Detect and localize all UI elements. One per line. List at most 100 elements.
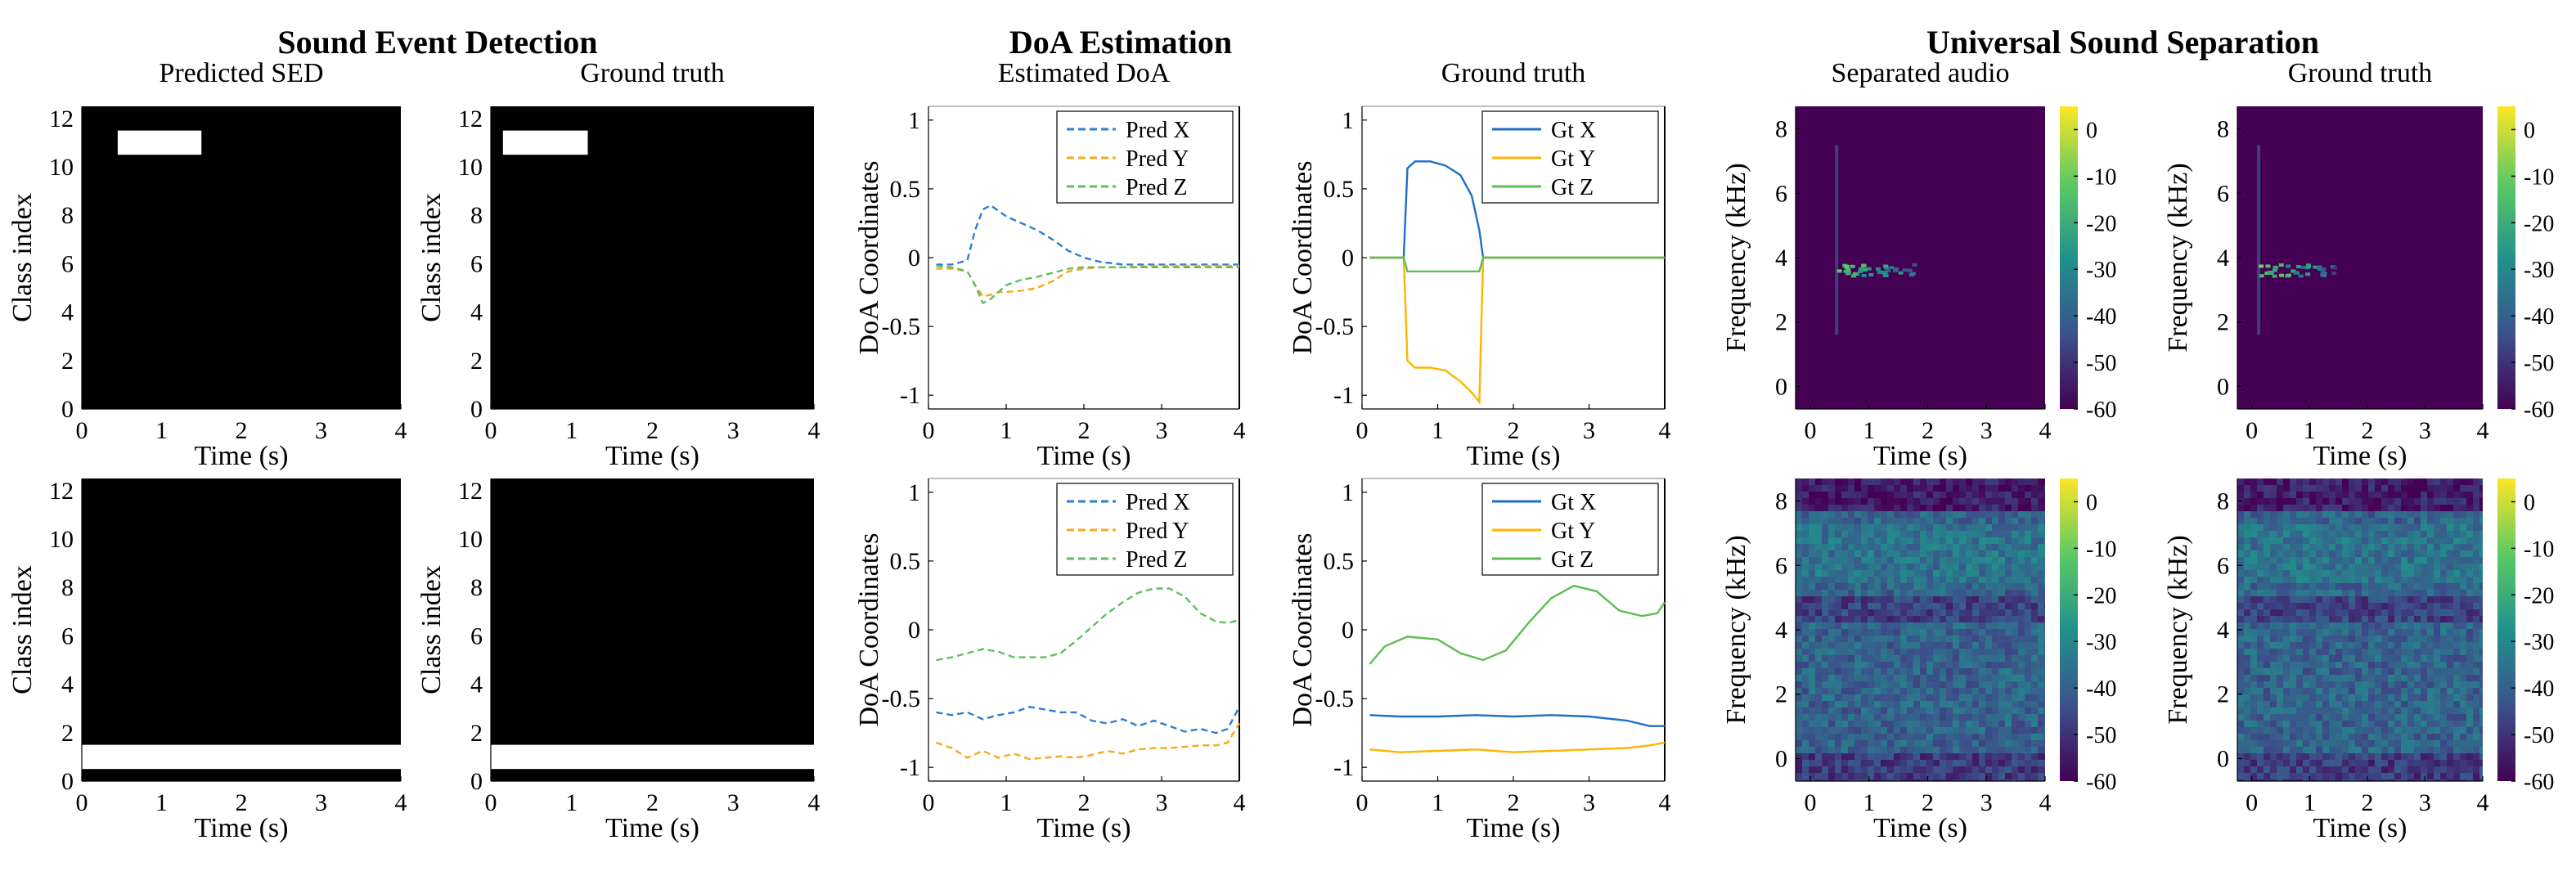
spectrogram-cell bbox=[1920, 564, 1927, 571]
spectrogram-cell bbox=[2466, 636, 2474, 643]
spectrogram-cell bbox=[2388, 649, 2395, 656]
spectrogram-cell bbox=[2270, 636, 2277, 643]
spectrogram-cell bbox=[2316, 662, 2323, 669]
spectrogram-cell bbox=[1868, 773, 1875, 780]
spectrogram-cell bbox=[2394, 478, 2402, 486]
spectrogram-cell bbox=[2473, 721, 2480, 728]
spectrogram-cell bbox=[1946, 577, 1953, 584]
spectrogram-cell bbox=[2447, 537, 2454, 545]
spectrogram-cell bbox=[1835, 734, 1842, 741]
spectrogram-cell bbox=[2447, 544, 2454, 551]
spectrogram-cell bbox=[2375, 492, 2382, 499]
spectrogram-cell bbox=[1809, 531, 1816, 538]
spectrogram-cell bbox=[2283, 721, 2291, 728]
spectrogram-cell bbox=[2466, 773, 2474, 780]
spectrogram-cell bbox=[1861, 668, 1868, 676]
spectrogram-cell bbox=[1802, 524, 1809, 532]
spectrogram-cell bbox=[2335, 590, 2343, 597]
spectrogram-cell bbox=[2005, 564, 2012, 571]
spectrogram-cell bbox=[2329, 642, 2336, 649]
spectrogram bbox=[1796, 478, 2045, 781]
x-tick-label: 2 bbox=[646, 789, 659, 816]
spectrogram-cell bbox=[2031, 734, 2039, 741]
spectrogram-cell bbox=[2322, 524, 2330, 532]
spectrogram-cell bbox=[2005, 766, 2012, 774]
spectrogram-cell bbox=[2264, 485, 2271, 492]
spectrogram-cell bbox=[2335, 557, 2343, 564]
spectrogram-cell bbox=[2473, 622, 2480, 630]
spectrogram-cell bbox=[2025, 714, 2032, 721]
spectrogram-cell bbox=[1953, 773, 1960, 780]
spectrogram-cell bbox=[2309, 655, 2317, 663]
colorbar-tick-label: 0 bbox=[2086, 118, 2097, 143]
spectrogram-cell bbox=[2466, 714, 2474, 721]
spectrogram-cell bbox=[2038, 564, 2045, 571]
spectrogram-cell bbox=[2453, 740, 2461, 748]
spectrogram-cell bbox=[1809, 498, 1816, 505]
spectrogram-cell bbox=[1907, 518, 1914, 525]
spectrogram-cell bbox=[2440, 583, 2448, 591]
spectrogram-cell bbox=[2407, 649, 2415, 656]
spectrogram-cell bbox=[2447, 688, 2454, 695]
spectrogram-cell bbox=[2440, 701, 2448, 708]
spectrogram-cell bbox=[1809, 668, 1816, 676]
spectrogram-cell bbox=[2329, 662, 2336, 669]
spectrogram-cell bbox=[1815, 570, 1823, 577]
spectrogram-cell bbox=[2283, 537, 2291, 545]
spectrogram-cell bbox=[1940, 734, 1947, 741]
spectrogram-cell bbox=[1940, 564, 1947, 571]
spectrogram-cell bbox=[2394, 511, 2402, 519]
spectrogram-cell bbox=[1946, 531, 1953, 538]
spectrogram-cell bbox=[2257, 518, 2264, 525]
spectrogram-cell bbox=[2362, 511, 2369, 519]
spectrogram-cell bbox=[2407, 596, 2415, 604]
spectrogram-cell bbox=[2362, 668, 2369, 676]
spectrogram-cell bbox=[1809, 616, 1816, 623]
spectrogram-cell bbox=[1907, 655, 1914, 663]
colorbar-tick-label: -10 bbox=[2086, 164, 2116, 190]
spectrogram-cell bbox=[1907, 779, 1914, 781]
spectrogram-cell bbox=[2434, 511, 2441, 519]
spectrogram-cell bbox=[2244, 662, 2251, 669]
y-tick-label: 2 bbox=[2217, 681, 2229, 708]
spectrogram-cell bbox=[2427, 662, 2434, 669]
spectrogram-cell bbox=[1809, 662, 1816, 669]
spectrogram-cell bbox=[2335, 740, 2343, 748]
sed-background bbox=[491, 106, 814, 409]
spectrogram-cell bbox=[1868, 478, 1875, 486]
spectrogram-cell bbox=[2479, 564, 2483, 571]
spectrogram-cell bbox=[2296, 531, 2304, 538]
spectrogram-cell bbox=[2447, 518, 2454, 525]
spectrogram-cell bbox=[1815, 747, 1823, 754]
spectrogram-cell bbox=[1809, 544, 1816, 551]
spectrogram-cell bbox=[1907, 662, 1914, 669]
x-tick-label: 0 bbox=[2246, 417, 2258, 444]
spectrogram-cell bbox=[1959, 616, 1967, 623]
spectrogram-cell bbox=[2250, 655, 2258, 663]
spectrogram-cell bbox=[1913, 760, 1921, 767]
x-tick-label: 1 bbox=[1432, 417, 1444, 444]
spectrogram-cell bbox=[2460, 734, 2467, 741]
spectrogram-cell bbox=[2038, 478, 2045, 486]
spectrogram-cell bbox=[2466, 747, 2474, 754]
spectrogram-cell bbox=[1822, 760, 1829, 767]
spectrogram-cell bbox=[1985, 590, 1993, 597]
spectrogram-cell bbox=[1796, 688, 1803, 695]
spectrogram-cell bbox=[1796, 701, 1803, 708]
spectrogram-cell bbox=[1874, 622, 1881, 630]
spectrogram-cell bbox=[1913, 773, 1921, 780]
spectrogram-cell bbox=[2447, 668, 2454, 676]
spectrogram-cell bbox=[1828, 714, 1836, 721]
spectrogram-cell bbox=[2394, 753, 2402, 761]
spectrogram-cell bbox=[2329, 492, 2336, 499]
spectrogram-cell bbox=[2421, 694, 2428, 702]
spectrogram-cell bbox=[2473, 544, 2480, 551]
y-tick-label: 6 bbox=[2217, 180, 2229, 207]
spectrogram-cell bbox=[2244, 531, 2251, 538]
spectrogram-cell bbox=[2290, 511, 2297, 519]
spectrogram-cell bbox=[1868, 505, 1875, 512]
spectrogram-cell bbox=[1992, 701, 1999, 708]
spectrogram-cell bbox=[1966, 681, 1973, 689]
spectrogram-cell bbox=[2044, 694, 2045, 702]
subplot-title: Estimated DoA bbox=[998, 58, 1171, 88]
